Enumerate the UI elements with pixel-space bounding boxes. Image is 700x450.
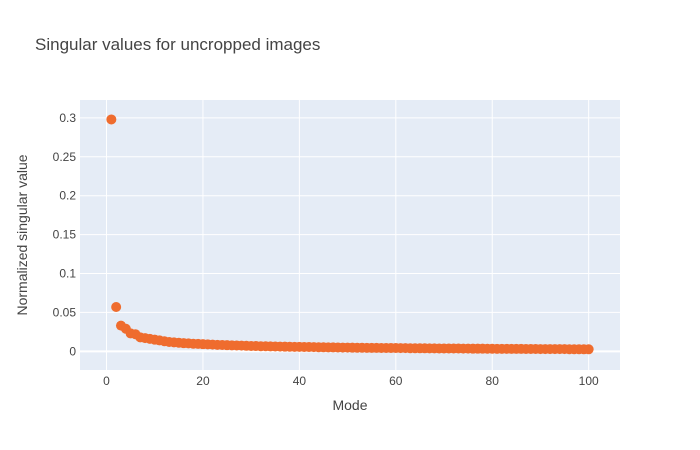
- x-tick-label: 0: [103, 374, 110, 388]
- x-axis-title: Mode: [332, 397, 367, 413]
- x-tick-labels: 0 20 40 60 80 100: [103, 374, 599, 388]
- y-tick-label: 0.2: [59, 189, 76, 203]
- y-axis-title: Normalized singular value: [14, 154, 30, 315]
- data-points: [106, 114, 594, 355]
- y-tick-labels: 0 0.05 0.1 0.15 0.2 0.25 0.3: [53, 111, 77, 358]
- chart-title: Singular values for uncropped images: [35, 35, 320, 54]
- data-point[interactable]: [583, 344, 594, 355]
- y-tick-label: 0.05: [53, 305, 77, 319]
- x-tick-label: 60: [389, 374, 403, 388]
- x-tick-label: 80: [486, 374, 500, 388]
- data-point[interactable]: [106, 114, 117, 125]
- x-tick-label: 40: [293, 374, 307, 388]
- y-tick-label: 0: [69, 344, 76, 358]
- data-point[interactable]: [111, 301, 122, 312]
- y-tick-label: 0.25: [53, 150, 77, 164]
- x-tick-label: 20: [196, 374, 210, 388]
- y-tick-label: 0.3: [59, 111, 76, 125]
- x-gridlines: [106, 100, 590, 370]
- x-tick-label: 100: [579, 374, 599, 388]
- y-tick-label: 0.1: [59, 267, 76, 281]
- y-tick-label: 0.15: [53, 228, 77, 242]
